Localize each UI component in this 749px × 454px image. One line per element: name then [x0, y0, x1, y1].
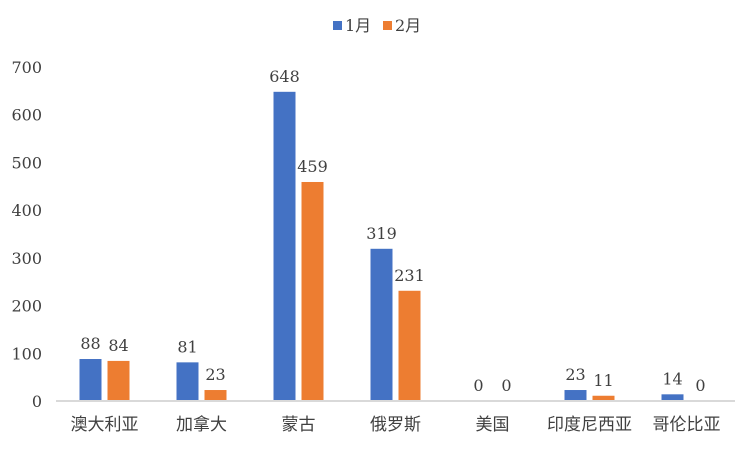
bar-1月: [370, 248, 393, 401]
data-label: 319: [366, 224, 397, 243]
legend-swatch: [333, 21, 342, 30]
bar-2月: [398, 290, 421, 401]
y-tick-label: 400: [11, 201, 42, 220]
data-label: 459: [297, 157, 328, 176]
bar-2月: [107, 360, 130, 401]
bar-2月: [592, 395, 615, 401]
x-tick-label: 加拿大: [176, 414, 227, 435]
y-tick-label: 0: [32, 392, 42, 411]
y-tick-label: 600: [11, 106, 42, 125]
legend-swatch: [383, 21, 392, 30]
data-label: 231: [394, 266, 425, 285]
bar-2月: [204, 390, 227, 401]
y-tick-label: 500: [11, 153, 42, 172]
x-tick-label: 俄罗斯: [370, 415, 421, 435]
data-label: 0: [695, 376, 705, 395]
data-label: 23: [205, 365, 225, 384]
data-label: 0: [501, 376, 511, 395]
x-tick-label: 蒙古: [282, 415, 316, 435]
data-label: 23: [565, 365, 585, 384]
y-tick-label: 100: [11, 344, 42, 363]
y-tick-label: 300: [11, 249, 42, 268]
data-label: 0: [473, 376, 483, 395]
y-tick-label: 200: [11, 297, 42, 316]
legend-label: 2月: [395, 16, 421, 35]
data-label: 88: [80, 334, 100, 353]
data-label: 84: [108, 336, 128, 355]
bar-2月: [301, 181, 324, 401]
x-tick-label: 美国: [476, 415, 510, 435]
legend-label: 1月: [345, 16, 371, 35]
x-tick-label: 印度尼西亚: [547, 415, 632, 435]
bar-1月: [564, 390, 587, 401]
bar-1月: [176, 362, 199, 401]
data-label: 11: [593, 371, 613, 390]
bar-1月: [273, 91, 296, 401]
data-label: 81: [177, 337, 197, 356]
x-tick-label: 澳大利亚: [71, 415, 139, 435]
bar-1月: [79, 359, 102, 401]
bar-1月: [661, 394, 684, 401]
y-tick-label: 700: [11, 58, 42, 77]
data-label: 14: [662, 369, 682, 388]
data-label: 648: [269, 67, 300, 86]
x-tick-label: 哥伦比亚: [653, 415, 721, 435]
